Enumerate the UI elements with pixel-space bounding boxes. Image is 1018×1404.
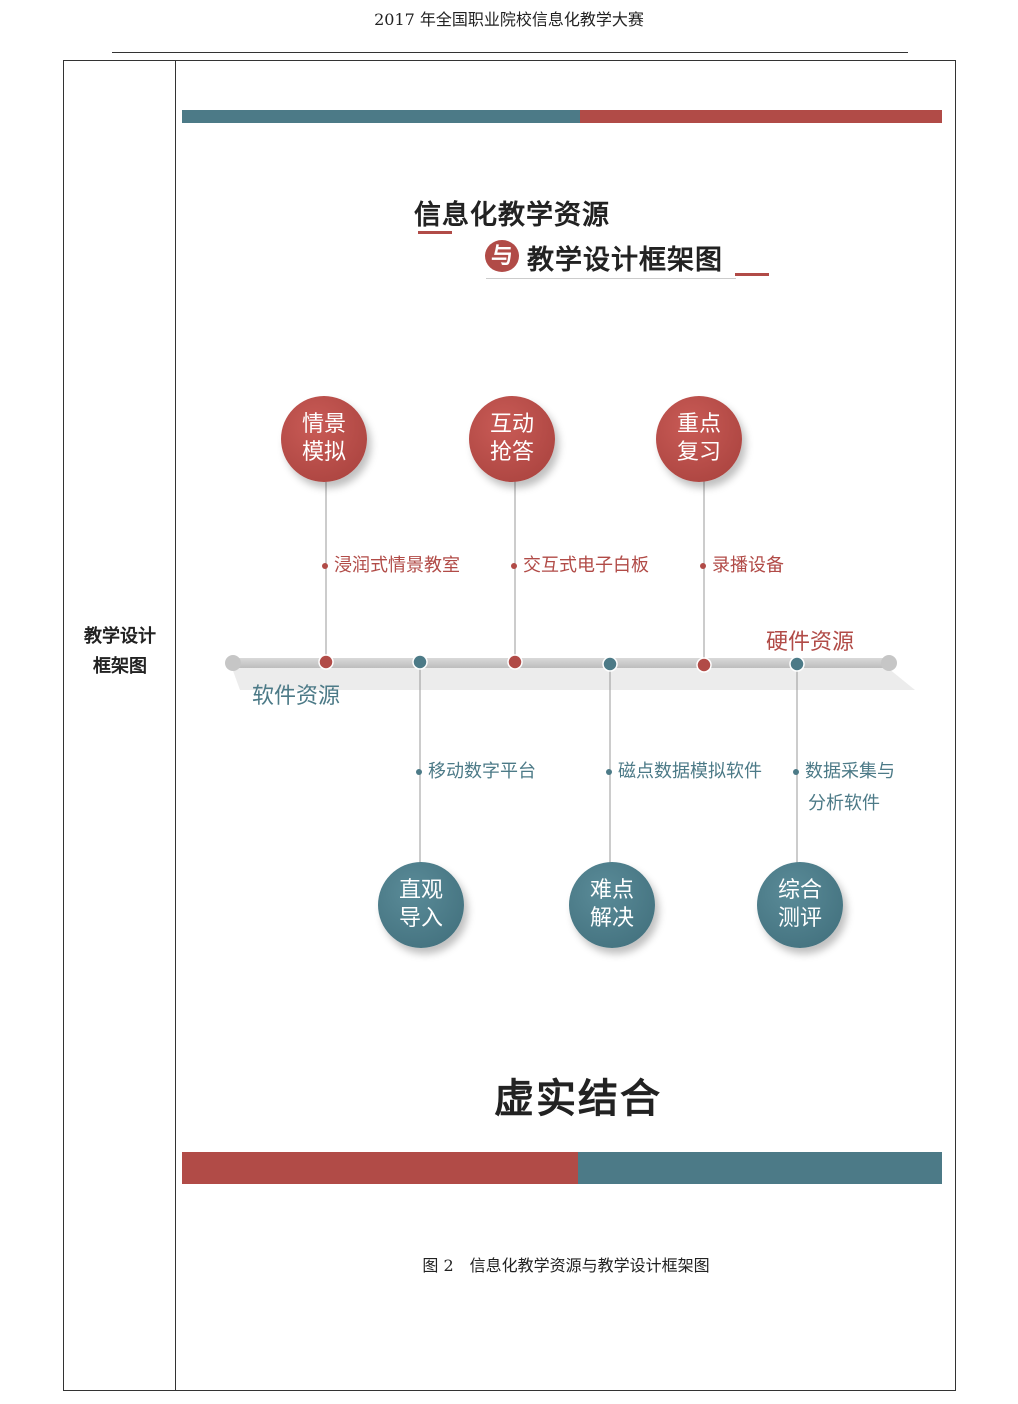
- resource-label-bottom-1: 移动数字平台: [416, 757, 536, 783]
- resource-label-top-1: 浸润式情景教室: [322, 551, 460, 577]
- axis-end-right: [881, 655, 897, 671]
- axis-dot-teal-1: [412, 654, 428, 670]
- table-column-divider: [175, 60, 176, 1391]
- axis-end-left: [225, 655, 241, 671]
- diagram-title-line1: 信息化教学资源: [414, 200, 610, 231]
- bottom-bar-red: [182, 1152, 578, 1184]
- figure-caption: 图 2 信息化教学资源与教学设计框架图: [422, 1256, 710, 1275]
- node-circle-bottom-2: 难点 解决: [569, 862, 655, 948]
- resource-text: 移动数字平台: [428, 761, 536, 782]
- bullet-icon: [416, 769, 422, 775]
- node-circle-text: 直观: [398, 878, 443, 903]
- conjunction-badge: 与: [485, 240, 519, 272]
- page-header: 2017 年全国职业院校信息化教学大赛: [374, 10, 644, 29]
- node-circle-bottom-1: 直观 导入: [378, 862, 464, 948]
- node-circle-text: 测评: [777, 906, 822, 931]
- diagram-title-line2: 教学设计框架图: [527, 245, 723, 276]
- timeline-axis: [232, 658, 889, 668]
- row-label: 教学设计 框架图: [66, 622, 174, 682]
- axis-dot-teal-3: [789, 656, 805, 672]
- resource-label-top-2: 交互式电子白板: [511, 551, 649, 577]
- title-rule: [486, 278, 736, 279]
- axis-label-software: 软件资源: [252, 684, 341, 709]
- node-circle-text: 重点: [676, 412, 721, 437]
- resource-text: 磁点数据模拟软件: [618, 761, 762, 782]
- resource-label-bottom-3: 数据采集与: [793, 757, 895, 783]
- node-circle-text: 抢答: [489, 440, 534, 465]
- table-frame: [63, 60, 956, 1391]
- axis-label-hardware: 硬件资源: [766, 630, 855, 655]
- node-circle-top-3: 重点 复习: [656, 396, 742, 482]
- top-bar-red: [580, 110, 942, 123]
- resource-text: 交互式电子白板: [523, 555, 649, 576]
- axis-dot-red-3: [696, 657, 712, 673]
- bottom-bar-teal: [578, 1152, 942, 1184]
- axis-dot-teal-2: [602, 656, 618, 672]
- row-label-line2: 框架图: [93, 656, 147, 677]
- axis-dot-red-1: [318, 654, 334, 670]
- node-circle-text: 互动: [489, 412, 534, 437]
- node-circle-text: 复习: [676, 440, 721, 465]
- node-circle-text: 综合: [777, 878, 822, 903]
- bullet-icon: [606, 769, 612, 775]
- slogan: 虚实结合: [494, 1075, 662, 1122]
- resource-text: 数据采集与: [805, 761, 895, 782]
- resource-label-bottom-3-line2: 分析软件: [808, 793, 880, 814]
- node-circle-text: 情景: [301, 412, 346, 437]
- top-bar-teal: [182, 110, 580, 123]
- node-circle-top-2: 互动 抢答: [469, 396, 555, 482]
- title-accent-line: [735, 273, 769, 276]
- resource-text: 浸润式情景教室: [334, 555, 460, 576]
- bullet-icon: [511, 563, 517, 569]
- row-label-line1: 教学设计: [84, 626, 156, 647]
- bullet-icon: [322, 563, 328, 569]
- node-circle-text: 导入: [398, 906, 443, 931]
- axis-shadow: [232, 668, 915, 690]
- resource-text: 录播设备: [712, 555, 784, 576]
- resource-label-bottom-2: 磁点数据模拟软件: [606, 757, 762, 783]
- node-circle-text: 难点: [589, 878, 634, 903]
- node-circle-top-1: 情景 模拟: [281, 396, 367, 482]
- node-circle-text: 模拟: [301, 440, 346, 465]
- node-circle-text: 解决: [589, 906, 634, 931]
- bullet-icon: [793, 769, 799, 775]
- title-accent-line: [418, 231, 452, 234]
- resource-label-top-3: 录播设备: [700, 551, 784, 577]
- bullet-icon: [700, 563, 706, 569]
- node-circle-bottom-3: 综合 测评: [757, 862, 843, 948]
- header-rule: [112, 52, 908, 53]
- axis-dot-red-2: [507, 654, 523, 670]
